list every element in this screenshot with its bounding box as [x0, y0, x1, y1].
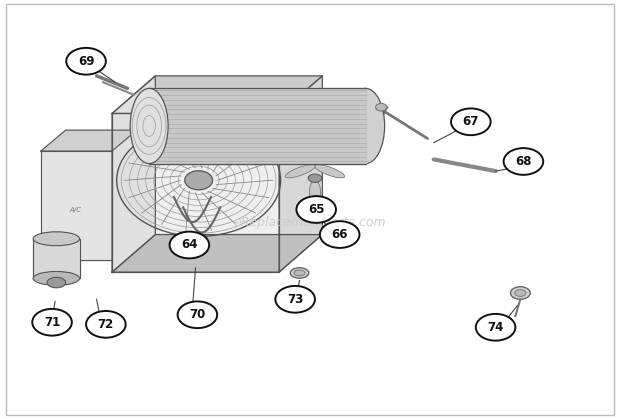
Ellipse shape — [285, 165, 315, 178]
Ellipse shape — [294, 270, 305, 276]
Ellipse shape — [510, 287, 530, 299]
Text: 68: 68 — [515, 155, 532, 168]
Text: 67: 67 — [463, 115, 479, 128]
Circle shape — [170, 232, 209, 259]
Polygon shape — [41, 151, 112, 260]
Ellipse shape — [290, 268, 309, 278]
Circle shape — [32, 309, 72, 336]
Text: A/C: A/C — [69, 207, 81, 212]
Ellipse shape — [515, 290, 526, 296]
Polygon shape — [279, 76, 322, 272]
Circle shape — [476, 314, 515, 341]
Circle shape — [503, 148, 543, 175]
Text: 70: 70 — [189, 308, 206, 321]
Text: 64: 64 — [181, 238, 198, 251]
Polygon shape — [41, 130, 137, 151]
Ellipse shape — [33, 272, 79, 285]
Circle shape — [275, 286, 315, 313]
Text: 71: 71 — [44, 316, 60, 329]
Ellipse shape — [130, 88, 168, 163]
Circle shape — [296, 196, 336, 223]
Ellipse shape — [47, 277, 66, 288]
Circle shape — [451, 109, 490, 135]
Text: 69: 69 — [78, 55, 94, 68]
Polygon shape — [112, 76, 156, 272]
Text: 66: 66 — [332, 228, 348, 241]
Polygon shape — [33, 239, 79, 278]
Circle shape — [376, 103, 387, 111]
Text: 74: 74 — [487, 321, 504, 334]
Polygon shape — [112, 235, 322, 272]
Circle shape — [66, 48, 106, 75]
Ellipse shape — [308, 174, 322, 182]
Circle shape — [177, 301, 217, 328]
Circle shape — [320, 221, 360, 248]
Text: 72: 72 — [98, 318, 114, 331]
Ellipse shape — [309, 181, 321, 204]
Polygon shape — [149, 88, 366, 163]
Ellipse shape — [347, 88, 384, 163]
Text: 65: 65 — [308, 203, 324, 216]
Polygon shape — [112, 114, 279, 272]
Ellipse shape — [315, 165, 345, 178]
Text: 73: 73 — [287, 293, 303, 306]
Polygon shape — [112, 76, 322, 114]
Text: eReplacementParts.com: eReplacementParts.com — [234, 215, 386, 228]
Ellipse shape — [185, 171, 213, 190]
Ellipse shape — [33, 232, 79, 246]
Circle shape — [86, 311, 126, 338]
